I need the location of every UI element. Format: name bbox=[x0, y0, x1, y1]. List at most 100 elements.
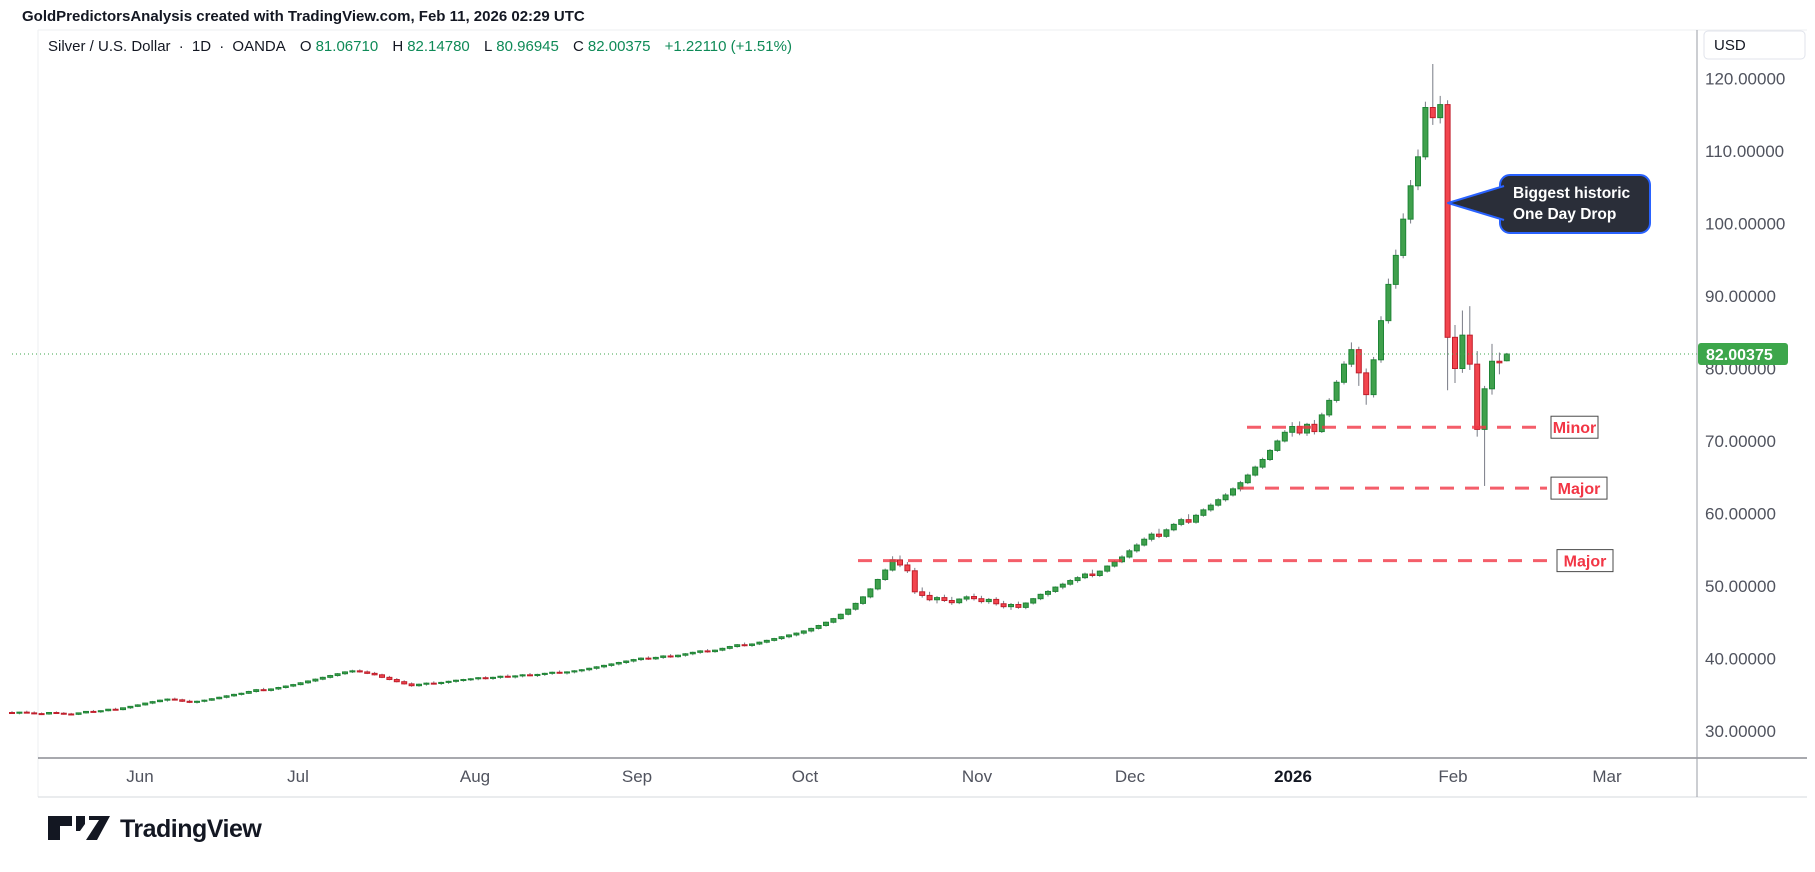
candle-up bbox=[1178, 519, 1185, 525]
close-letter: C bbox=[573, 38, 584, 55]
time-tick-label: 2026 bbox=[1274, 767, 1312, 786]
candle-down bbox=[1355, 349, 1362, 374]
currency-box[interactable]: USD bbox=[1703, 30, 1806, 60]
candle-up bbox=[1415, 156, 1421, 187]
candle-up bbox=[83, 710, 89, 714]
candle-up bbox=[749, 643, 755, 646]
time-scale[interactable]: Jun Jul Aug Sep Oct Nov Dec 2026 Feb Mar bbox=[126, 767, 1622, 786]
candle-up bbox=[1318, 414, 1325, 433]
candle-down bbox=[1496, 360, 1503, 364]
candle-up bbox=[1259, 458, 1266, 468]
candle-down bbox=[1000, 603, 1007, 608]
candle-up bbox=[1141, 538, 1148, 546]
candle-up bbox=[874, 578, 881, 590]
time-tick-label: Nov bbox=[962, 767, 993, 786]
candle-down bbox=[741, 644, 748, 647]
open-letter: O bbox=[299, 38, 312, 55]
candle-up bbox=[467, 678, 474, 681]
candle-up bbox=[1407, 185, 1414, 220]
callout-box[interactable] bbox=[1499, 174, 1651, 234]
candle-up bbox=[689, 651, 696, 655]
tradingview-logo-mark bbox=[48, 816, 110, 840]
candle-down bbox=[38, 713, 45, 716]
candle-up bbox=[1326, 399, 1333, 416]
candle-up bbox=[16, 711, 23, 714]
candle-up bbox=[1222, 494, 1229, 501]
candle-up bbox=[712, 649, 718, 653]
time-tick-label: Jul bbox=[287, 767, 309, 786]
candle-up bbox=[601, 664, 607, 668]
callout-text-line2: One Day Drop bbox=[1513, 206, 1616, 223]
candle-up bbox=[786, 634, 792, 638]
callout-tail-pointer bbox=[1447, 185, 1505, 221]
candle-up bbox=[771, 638, 778, 641]
candle-up bbox=[1111, 561, 1118, 567]
callout-biggest-drop[interactable]: Biggest historic One Day Drop bbox=[1447, 174, 1651, 234]
tradingview-logo[interactable]: TradingView bbox=[48, 814, 262, 844]
candle-up bbox=[1385, 283, 1392, 322]
candle-up bbox=[75, 712, 82, 715]
candle-up bbox=[867, 588, 874, 598]
candle-up bbox=[445, 680, 452, 683]
candle-up bbox=[1400, 218, 1407, 256]
candle-down bbox=[1089, 573, 1096, 576]
candle-up bbox=[1370, 359, 1377, 396]
candle-down bbox=[904, 564, 911, 572]
candle-down bbox=[9, 712, 15, 715]
candle-up bbox=[275, 687, 282, 690]
candle-down bbox=[364, 671, 371, 674]
candle-up bbox=[1267, 449, 1273, 460]
candle-up bbox=[1008, 603, 1014, 608]
candle-up bbox=[327, 675, 334, 678]
candle-up bbox=[423, 682, 430, 685]
candle-up bbox=[208, 698, 215, 701]
interval-label: 1D bbox=[191, 38, 212, 55]
candle-up bbox=[1503, 353, 1510, 362]
legend-separator: · bbox=[178, 38, 184, 55]
high-letter: H bbox=[392, 38, 404, 55]
candle-up bbox=[105, 708, 112, 712]
candle-up bbox=[1037, 593, 1044, 600]
candle-up bbox=[882, 569, 889, 580]
candle-up bbox=[238, 692, 245, 695]
candle-up bbox=[615, 661, 622, 665]
candle-down bbox=[645, 657, 652, 660]
candle-up bbox=[194, 700, 200, 703]
candle-down bbox=[1429, 107, 1436, 119]
candle-up bbox=[549, 671, 556, 674]
candle-up bbox=[638, 657, 644, 661]
support-level-drawings[interactable]: Minor Major Major bbox=[858, 415, 1614, 573]
candle-down bbox=[186, 700, 193, 703]
candle-up bbox=[675, 654, 681, 658]
candle-up bbox=[845, 608, 852, 615]
candle-up bbox=[490, 676, 496, 679]
price-scale[interactable]: USD 30.00000 40.00000 50.00000 60.00000 70.0… bbox=[1698, 30, 1806, 741]
candle-up bbox=[719, 647, 726, 651]
currency-label: USD bbox=[1714, 37, 1746, 54]
price-chart-pane[interactable]: Minor Major Major Biggest historic One Day… bbox=[0, 0, 1815, 805]
candle-up bbox=[460, 679, 467, 682]
candle-up bbox=[823, 621, 829, 627]
support-level-label-box[interactable] bbox=[1556, 549, 1614, 573]
candle-up bbox=[808, 627, 815, 632]
candle-up bbox=[319, 676, 326, 680]
candle-down bbox=[379, 674, 385, 678]
candle-up bbox=[1022, 602, 1029, 608]
candle-up bbox=[1104, 565, 1111, 572]
candle-down bbox=[408, 683, 415, 687]
candle-up bbox=[963, 596, 970, 600]
candle-up bbox=[134, 704, 141, 707]
candle-up bbox=[120, 707, 126, 711]
candle-up bbox=[305, 680, 311, 684]
candle-up bbox=[334, 673, 341, 677]
support-level-label: Major bbox=[1558, 481, 1601, 498]
support-level-label-box[interactable] bbox=[1550, 476, 1608, 500]
candle-up bbox=[245, 690, 252, 694]
candle-up bbox=[1215, 499, 1222, 506]
candle-up bbox=[571, 670, 578, 673]
candle-up bbox=[268, 688, 274, 691]
candle-up bbox=[1030, 598, 1037, 604]
time-tick-label: Aug bbox=[460, 767, 490, 786]
candle-down bbox=[919, 591, 926, 596]
support-level-label-box[interactable] bbox=[1550, 415, 1599, 439]
